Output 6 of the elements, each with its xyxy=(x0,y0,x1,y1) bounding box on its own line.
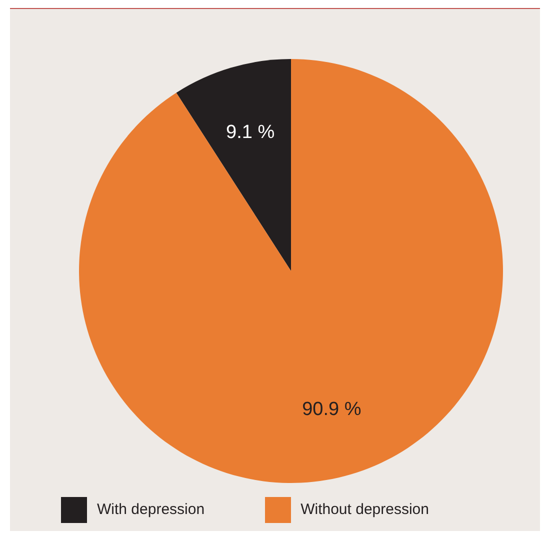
pie-slice xyxy=(176,59,291,271)
legend-label: With depression xyxy=(97,500,205,518)
legend-label: Without depression xyxy=(300,500,429,518)
data-label: 9.1 % xyxy=(226,122,275,144)
data-label: 90.9 % xyxy=(302,398,362,420)
pie-slice xyxy=(79,59,503,483)
